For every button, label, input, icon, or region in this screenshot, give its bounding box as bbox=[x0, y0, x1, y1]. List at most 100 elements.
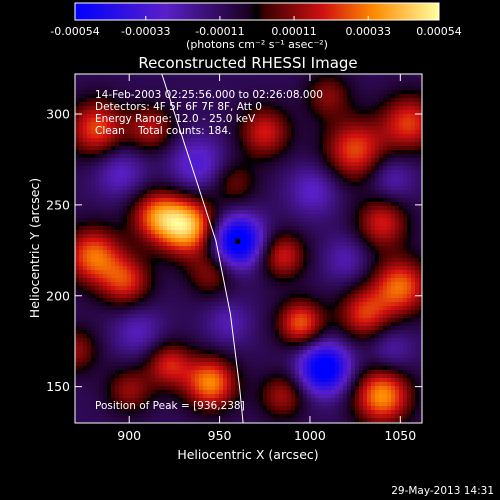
heatmap-cell bbox=[83, 282, 88, 287]
heatmap-cell bbox=[259, 194, 264, 199]
heatmap-cell bbox=[207, 202, 212, 207]
heatmap-cell bbox=[75, 126, 80, 131]
heatmap-cell bbox=[203, 94, 208, 99]
heatmap-cell bbox=[127, 214, 132, 219]
heatmap-cell bbox=[211, 86, 216, 91]
heatmap-cell bbox=[211, 198, 216, 203]
heatmap-cell bbox=[275, 182, 280, 187]
heatmap-cell bbox=[291, 222, 296, 227]
heatmap-cell bbox=[143, 214, 148, 219]
heatmap-cell bbox=[155, 406, 160, 411]
heatmap-cell bbox=[175, 354, 180, 359]
heatmap-cell bbox=[127, 186, 132, 191]
heatmap-cell bbox=[191, 150, 196, 155]
heatmap-cell bbox=[199, 242, 204, 247]
heatmap-cell bbox=[75, 402, 80, 407]
heatmap-cell bbox=[147, 94, 152, 99]
heatmap-cell bbox=[183, 374, 188, 379]
heatmap-cell bbox=[119, 234, 124, 239]
heatmap-cell bbox=[251, 90, 256, 95]
heatmap-cell bbox=[199, 278, 204, 283]
heatmap-cell bbox=[119, 326, 124, 331]
heatmap-cell bbox=[151, 174, 156, 179]
heatmap-cell bbox=[251, 178, 256, 183]
heatmap-cell bbox=[295, 278, 300, 283]
heatmap-cell bbox=[295, 366, 300, 371]
heatmap-cell bbox=[183, 402, 188, 407]
heatmap-cell bbox=[235, 386, 240, 391]
heatmap-cell bbox=[283, 406, 288, 411]
heatmap-cell bbox=[219, 206, 224, 211]
heatmap-cell bbox=[219, 294, 224, 299]
heatmap-cell bbox=[155, 230, 160, 235]
heatmap-cell bbox=[103, 90, 108, 95]
heatmap-cell bbox=[191, 342, 196, 347]
heatmap-cell bbox=[219, 122, 224, 127]
heatmap-cell bbox=[283, 162, 288, 167]
heatmap-cell bbox=[287, 254, 292, 259]
heatmap-cell bbox=[79, 238, 84, 243]
heatmap-cell bbox=[191, 102, 196, 107]
heatmap-cell bbox=[263, 226, 268, 231]
heatmap-cell bbox=[279, 266, 284, 271]
heatmap-cell bbox=[91, 210, 96, 215]
heatmap-cell bbox=[279, 314, 284, 319]
heatmap-cell bbox=[87, 198, 92, 203]
heatmap-cell bbox=[203, 186, 208, 191]
heatmap-cell bbox=[131, 114, 136, 119]
heatmap-cell bbox=[291, 338, 296, 343]
heatmap-cell bbox=[223, 138, 228, 143]
heatmap-cell bbox=[95, 234, 100, 239]
heatmap-cell bbox=[235, 206, 240, 211]
heatmap-cell bbox=[231, 218, 236, 223]
heatmap-cell bbox=[143, 142, 148, 147]
heatmap-cell bbox=[167, 190, 172, 195]
heatmap-cell bbox=[171, 254, 176, 259]
heatmap-cell bbox=[235, 154, 240, 159]
heatmap-cell bbox=[219, 310, 224, 315]
heatmap-cell bbox=[291, 154, 296, 159]
heatmap-cell bbox=[159, 134, 164, 139]
heatmap-cell bbox=[199, 282, 204, 287]
heatmap-cell bbox=[239, 230, 244, 235]
heatmap-cell bbox=[115, 230, 120, 235]
heatmap-cell bbox=[203, 374, 208, 379]
heatmap-cell bbox=[243, 98, 248, 103]
heatmap-cell bbox=[247, 98, 252, 103]
heatmap-cell bbox=[123, 182, 128, 187]
heatmap-cell bbox=[151, 410, 156, 415]
heatmap-cell bbox=[243, 206, 248, 211]
heatmap-cell bbox=[239, 154, 244, 159]
heatmap-cell bbox=[79, 206, 84, 211]
heatmap-cell bbox=[79, 338, 84, 343]
heatmap-cell bbox=[243, 302, 248, 307]
heatmap-cell bbox=[247, 74, 252, 79]
heatmap-cell bbox=[179, 138, 184, 143]
heatmap-cell bbox=[287, 226, 292, 231]
heatmap-cell bbox=[131, 98, 136, 103]
heatmap-cell bbox=[167, 250, 172, 255]
heatmap-cell bbox=[95, 126, 100, 131]
heatmap-cell bbox=[151, 346, 156, 351]
heatmap-cell bbox=[267, 250, 272, 255]
heatmap-cell bbox=[207, 174, 212, 179]
heatmap-cell bbox=[111, 74, 116, 79]
heatmap-cell bbox=[239, 330, 244, 335]
heatmap-cell bbox=[91, 362, 96, 367]
heatmap-cell bbox=[235, 182, 240, 187]
heatmap-cell bbox=[103, 222, 108, 227]
heatmap-cell bbox=[135, 314, 140, 319]
heatmap-cell bbox=[191, 418, 196, 423]
heatmap-cell bbox=[131, 386, 136, 391]
heatmap-cell bbox=[231, 358, 236, 363]
heatmap-cell bbox=[227, 338, 232, 343]
heatmap-cell bbox=[219, 330, 224, 335]
heatmap-cell bbox=[227, 210, 232, 215]
heatmap-cell bbox=[251, 210, 256, 215]
heatmap-cell bbox=[139, 114, 144, 119]
heatmap-cell bbox=[195, 418, 200, 423]
heatmap-cell bbox=[299, 210, 304, 215]
heatmap-cell bbox=[207, 350, 212, 355]
heatmap-cell bbox=[191, 402, 196, 407]
heatmap-cell bbox=[267, 82, 272, 87]
